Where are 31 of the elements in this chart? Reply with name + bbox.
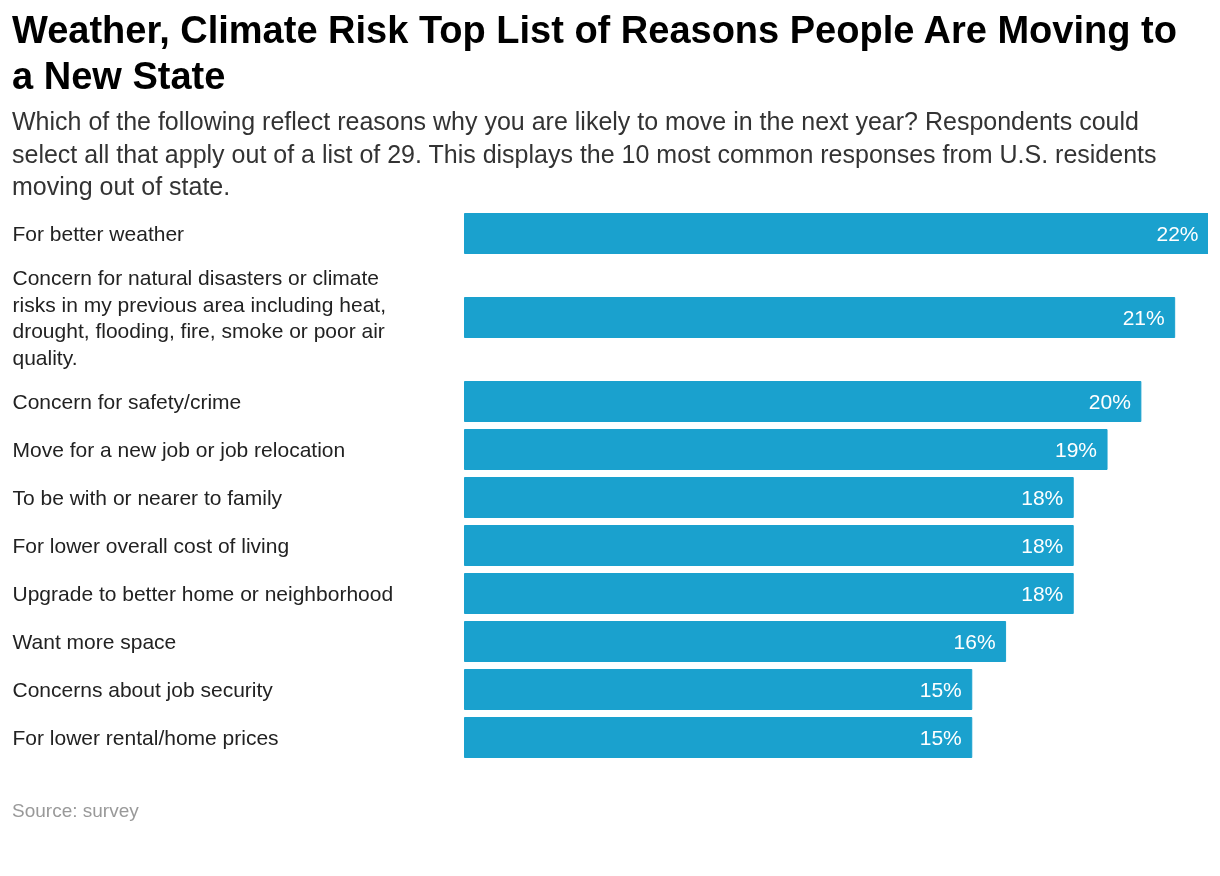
bar bbox=[464, 716, 973, 758]
y-tick-label: Concern for natural disasters or climate risks in my previous area including heat, drought, flooding, fire, smoke or poor air quality. bbox=[12, 266, 387, 369]
bar bbox=[464, 668, 973, 710]
y-tick-label: Move for a new job or job relocation bbox=[12, 437, 346, 461]
y-tick-label: For lower overall cost of living bbox=[12, 533, 290, 557]
y-tick-label: Upgrade to better home or neighborhood bbox=[12, 581, 394, 605]
data-label: 20% bbox=[1088, 389, 1131, 413]
bar bbox=[464, 380, 1142, 422]
bar bbox=[464, 572, 1074, 614]
bar bbox=[464, 428, 1108, 470]
y-tick-label: Want more space bbox=[12, 629, 177, 653]
data-label: 18% bbox=[1021, 485, 1064, 509]
data-label: 19% bbox=[1055, 437, 1098, 461]
chart-subtitle: Which of the following reflect reasons why you are likely to move in the next year? Respondents could select all that apply out of a list of 29. This displays the 10 most common responses from U.S. residents moving out of state. bbox=[12, 106, 1158, 203]
data-label: 16% bbox=[953, 629, 996, 653]
data-label: 18% bbox=[1021, 533, 1064, 557]
data-label: 15% bbox=[919, 677, 962, 701]
data-label: 15% bbox=[919, 725, 962, 749]
data-label: 21% bbox=[1122, 305, 1165, 329]
bar bbox=[464, 524, 1074, 566]
y-tick-label: Concerns about job security bbox=[12, 677, 274, 701]
y-tick-label: To be with or nearer to family bbox=[12, 485, 283, 509]
y-tick-label: For better weather bbox=[12, 221, 185, 245]
y-tick-label: For lower rental/home prices bbox=[12, 725, 279, 749]
chart-title: Weather, Climate Risk Top List of Reasons People Are Moving to a New State bbox=[12, 8, 1178, 99]
bar bbox=[464, 476, 1074, 518]
y-tick-label: Concern for safety/crime bbox=[12, 389, 242, 413]
bar bbox=[464, 620, 1007, 662]
data-label: 18% bbox=[1021, 581, 1064, 605]
source-note: Source: survey bbox=[12, 798, 139, 823]
data-label: 22% bbox=[1156, 221, 1199, 245]
